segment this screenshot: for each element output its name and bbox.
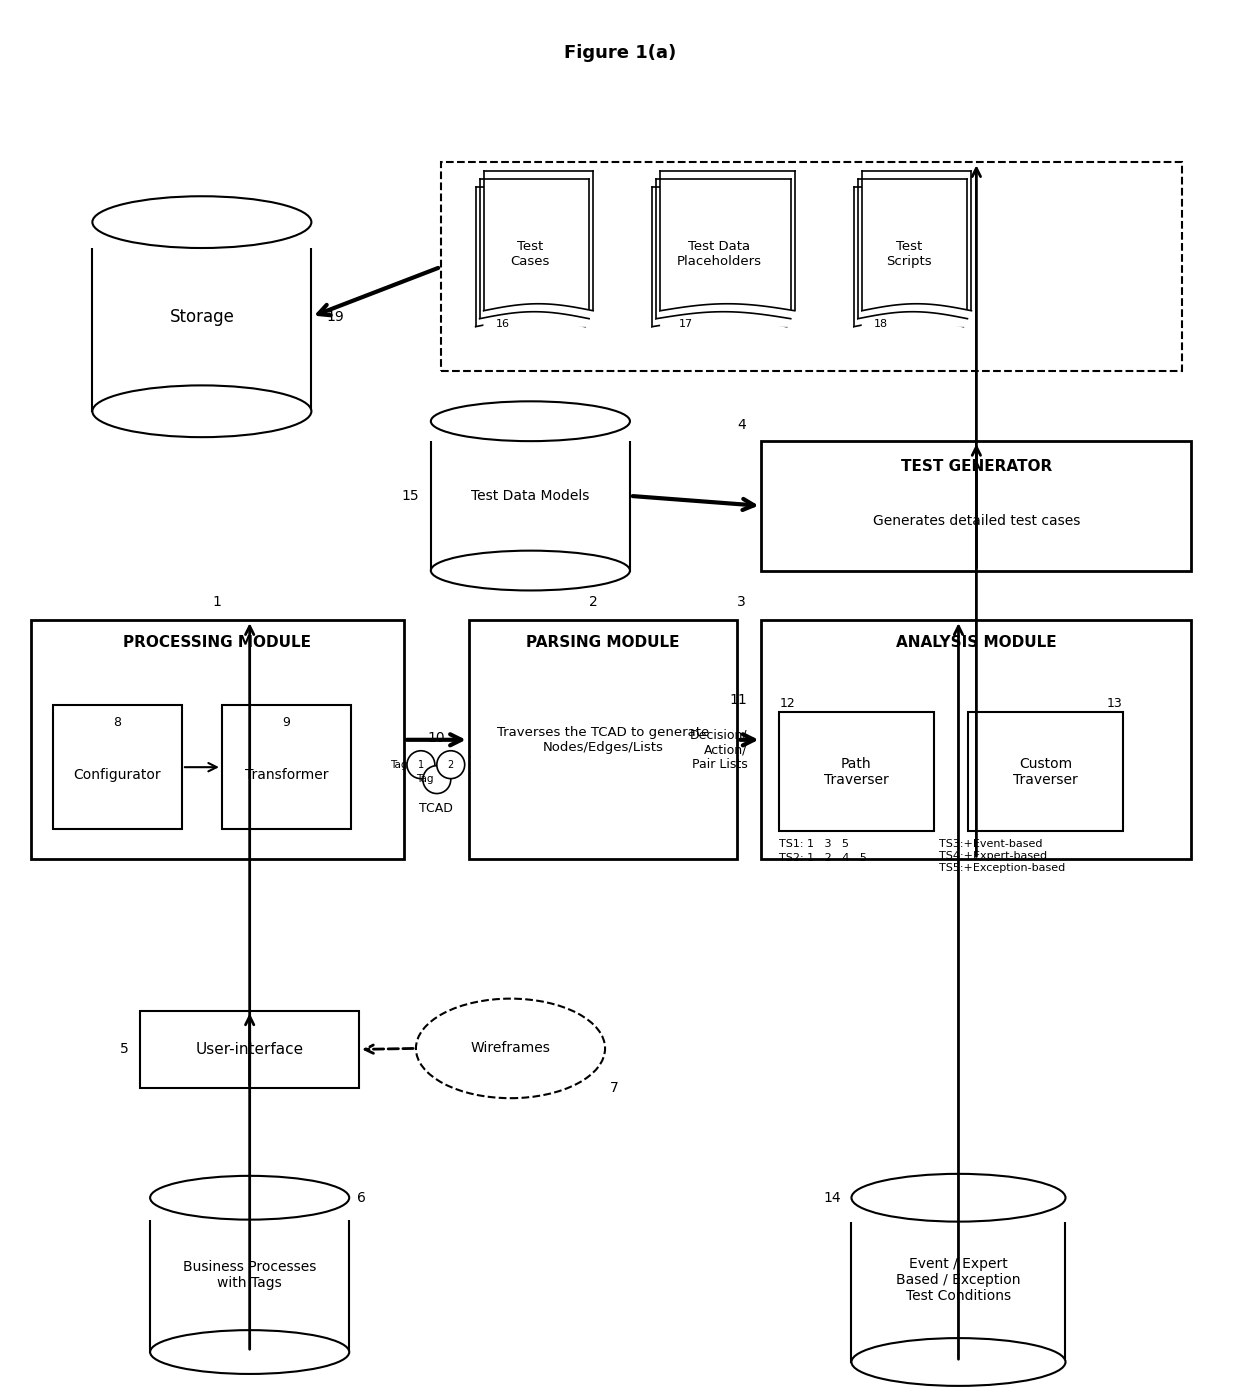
Bar xyxy=(761,620,1192,859)
Bar xyxy=(652,188,786,327)
Bar xyxy=(484,171,593,311)
Text: 5: 5 xyxy=(119,1042,128,1056)
Bar xyxy=(91,220,314,247)
Text: Path
Traverser: Path Traverser xyxy=(825,756,889,787)
Bar xyxy=(476,188,585,327)
Bar xyxy=(661,171,795,311)
Bar xyxy=(148,1195,351,1219)
Text: PROCESSING MODULE: PROCESSING MODULE xyxy=(123,635,311,649)
Text: 15: 15 xyxy=(402,489,419,503)
Text: 19: 19 xyxy=(326,310,343,324)
Text: ANALYSIS MODULE: ANALYSIS MODULE xyxy=(897,635,1056,649)
Text: Tag: Tag xyxy=(391,760,408,770)
Ellipse shape xyxy=(430,550,630,591)
Bar xyxy=(968,712,1122,831)
Text: TEST GENERATOR: TEST GENERATOR xyxy=(900,459,1052,474)
Circle shape xyxy=(436,751,465,778)
Text: 9: 9 xyxy=(283,716,290,730)
Text: 16: 16 xyxy=(496,318,510,328)
Text: 14: 14 xyxy=(823,1191,841,1205)
Text: TS2: 1   2   4   5: TS2: 1 2 4 5 xyxy=(779,853,867,863)
Bar xyxy=(858,179,967,318)
Text: 7: 7 xyxy=(610,1081,619,1095)
Ellipse shape xyxy=(92,196,311,247)
Text: TS1: 1   3   5: TS1: 1 3 5 xyxy=(779,840,849,849)
Bar xyxy=(469,620,738,859)
Text: 2: 2 xyxy=(448,760,454,770)
Text: 18: 18 xyxy=(874,318,888,328)
Bar xyxy=(140,1011,360,1088)
Bar xyxy=(222,705,351,830)
Text: 3: 3 xyxy=(737,595,745,609)
Text: 10: 10 xyxy=(427,731,445,745)
Ellipse shape xyxy=(150,1330,350,1373)
Text: Traverses the TCAD to generate
Nodes/Edges/Lists: Traverses the TCAD to generate Nodes/Edg… xyxy=(497,726,709,753)
Text: Test Data Models: Test Data Models xyxy=(471,489,589,503)
Text: Generates detailed test cases: Generates detailed test cases xyxy=(873,514,1080,528)
Bar xyxy=(779,712,934,831)
Text: 13: 13 xyxy=(1107,698,1122,710)
Text: PARSING MODULE: PARSING MODULE xyxy=(526,635,680,649)
Text: Business Processes
with Tags: Business Processes with Tags xyxy=(184,1259,316,1290)
Text: 4: 4 xyxy=(737,418,745,432)
Text: 8: 8 xyxy=(113,716,122,730)
Text: 2: 2 xyxy=(589,595,598,609)
Text: Storage: Storage xyxy=(170,307,234,325)
Bar xyxy=(92,222,311,411)
Bar xyxy=(430,421,630,570)
Text: Configurator: Configurator xyxy=(73,769,161,783)
Text: 17: 17 xyxy=(678,318,693,328)
Ellipse shape xyxy=(92,385,311,438)
Text: User-interface: User-interface xyxy=(196,1042,304,1056)
Text: 1: 1 xyxy=(418,760,424,770)
Text: 1: 1 xyxy=(213,595,222,609)
Bar xyxy=(150,1198,350,1352)
Text: Test
Scripts: Test Scripts xyxy=(885,240,931,268)
Bar xyxy=(480,179,589,318)
Text: Transformer: Transformer xyxy=(244,769,329,783)
Circle shape xyxy=(423,766,451,794)
Bar xyxy=(52,705,182,830)
Text: Tag: Tag xyxy=(417,774,434,784)
Ellipse shape xyxy=(430,402,630,441)
Bar xyxy=(854,188,963,327)
Bar xyxy=(852,1198,1065,1362)
Ellipse shape xyxy=(415,998,605,1098)
Bar xyxy=(440,163,1183,371)
Bar xyxy=(656,179,791,318)
Text: Test
Cases: Test Cases xyxy=(511,240,551,268)
Bar xyxy=(849,1195,1068,1222)
Text: Figure 1(a): Figure 1(a) xyxy=(564,44,676,63)
Bar xyxy=(429,420,632,441)
Text: Test Data
Placeholders: Test Data Placeholders xyxy=(677,240,763,268)
Text: Decision/
Action/
Pair Lists: Decision/ Action/ Pair Lists xyxy=(689,728,748,771)
Text: TCAD: TCAD xyxy=(419,802,453,815)
Text: Event / Expert
Based / Exception
Test Conditions: Event / Expert Based / Exception Test Co… xyxy=(897,1257,1021,1302)
Ellipse shape xyxy=(852,1173,1065,1222)
Text: 6: 6 xyxy=(357,1191,366,1205)
Text: 12: 12 xyxy=(779,698,795,710)
Ellipse shape xyxy=(150,1176,350,1219)
Bar xyxy=(31,620,404,859)
Text: TS5:+Exception-based: TS5:+Exception-based xyxy=(939,863,1065,873)
Text: 11: 11 xyxy=(729,694,748,708)
Text: TS4:+Expert-based: TS4:+Expert-based xyxy=(939,851,1047,862)
Bar xyxy=(862,171,971,311)
Bar xyxy=(761,441,1192,570)
Ellipse shape xyxy=(852,1339,1065,1386)
Text: Custom
Traverser: Custom Traverser xyxy=(1013,756,1078,787)
Text: Wireframes: Wireframes xyxy=(470,1041,551,1055)
Circle shape xyxy=(407,751,435,778)
Text: TS3:+Event-based: TS3:+Event-based xyxy=(939,840,1042,849)
